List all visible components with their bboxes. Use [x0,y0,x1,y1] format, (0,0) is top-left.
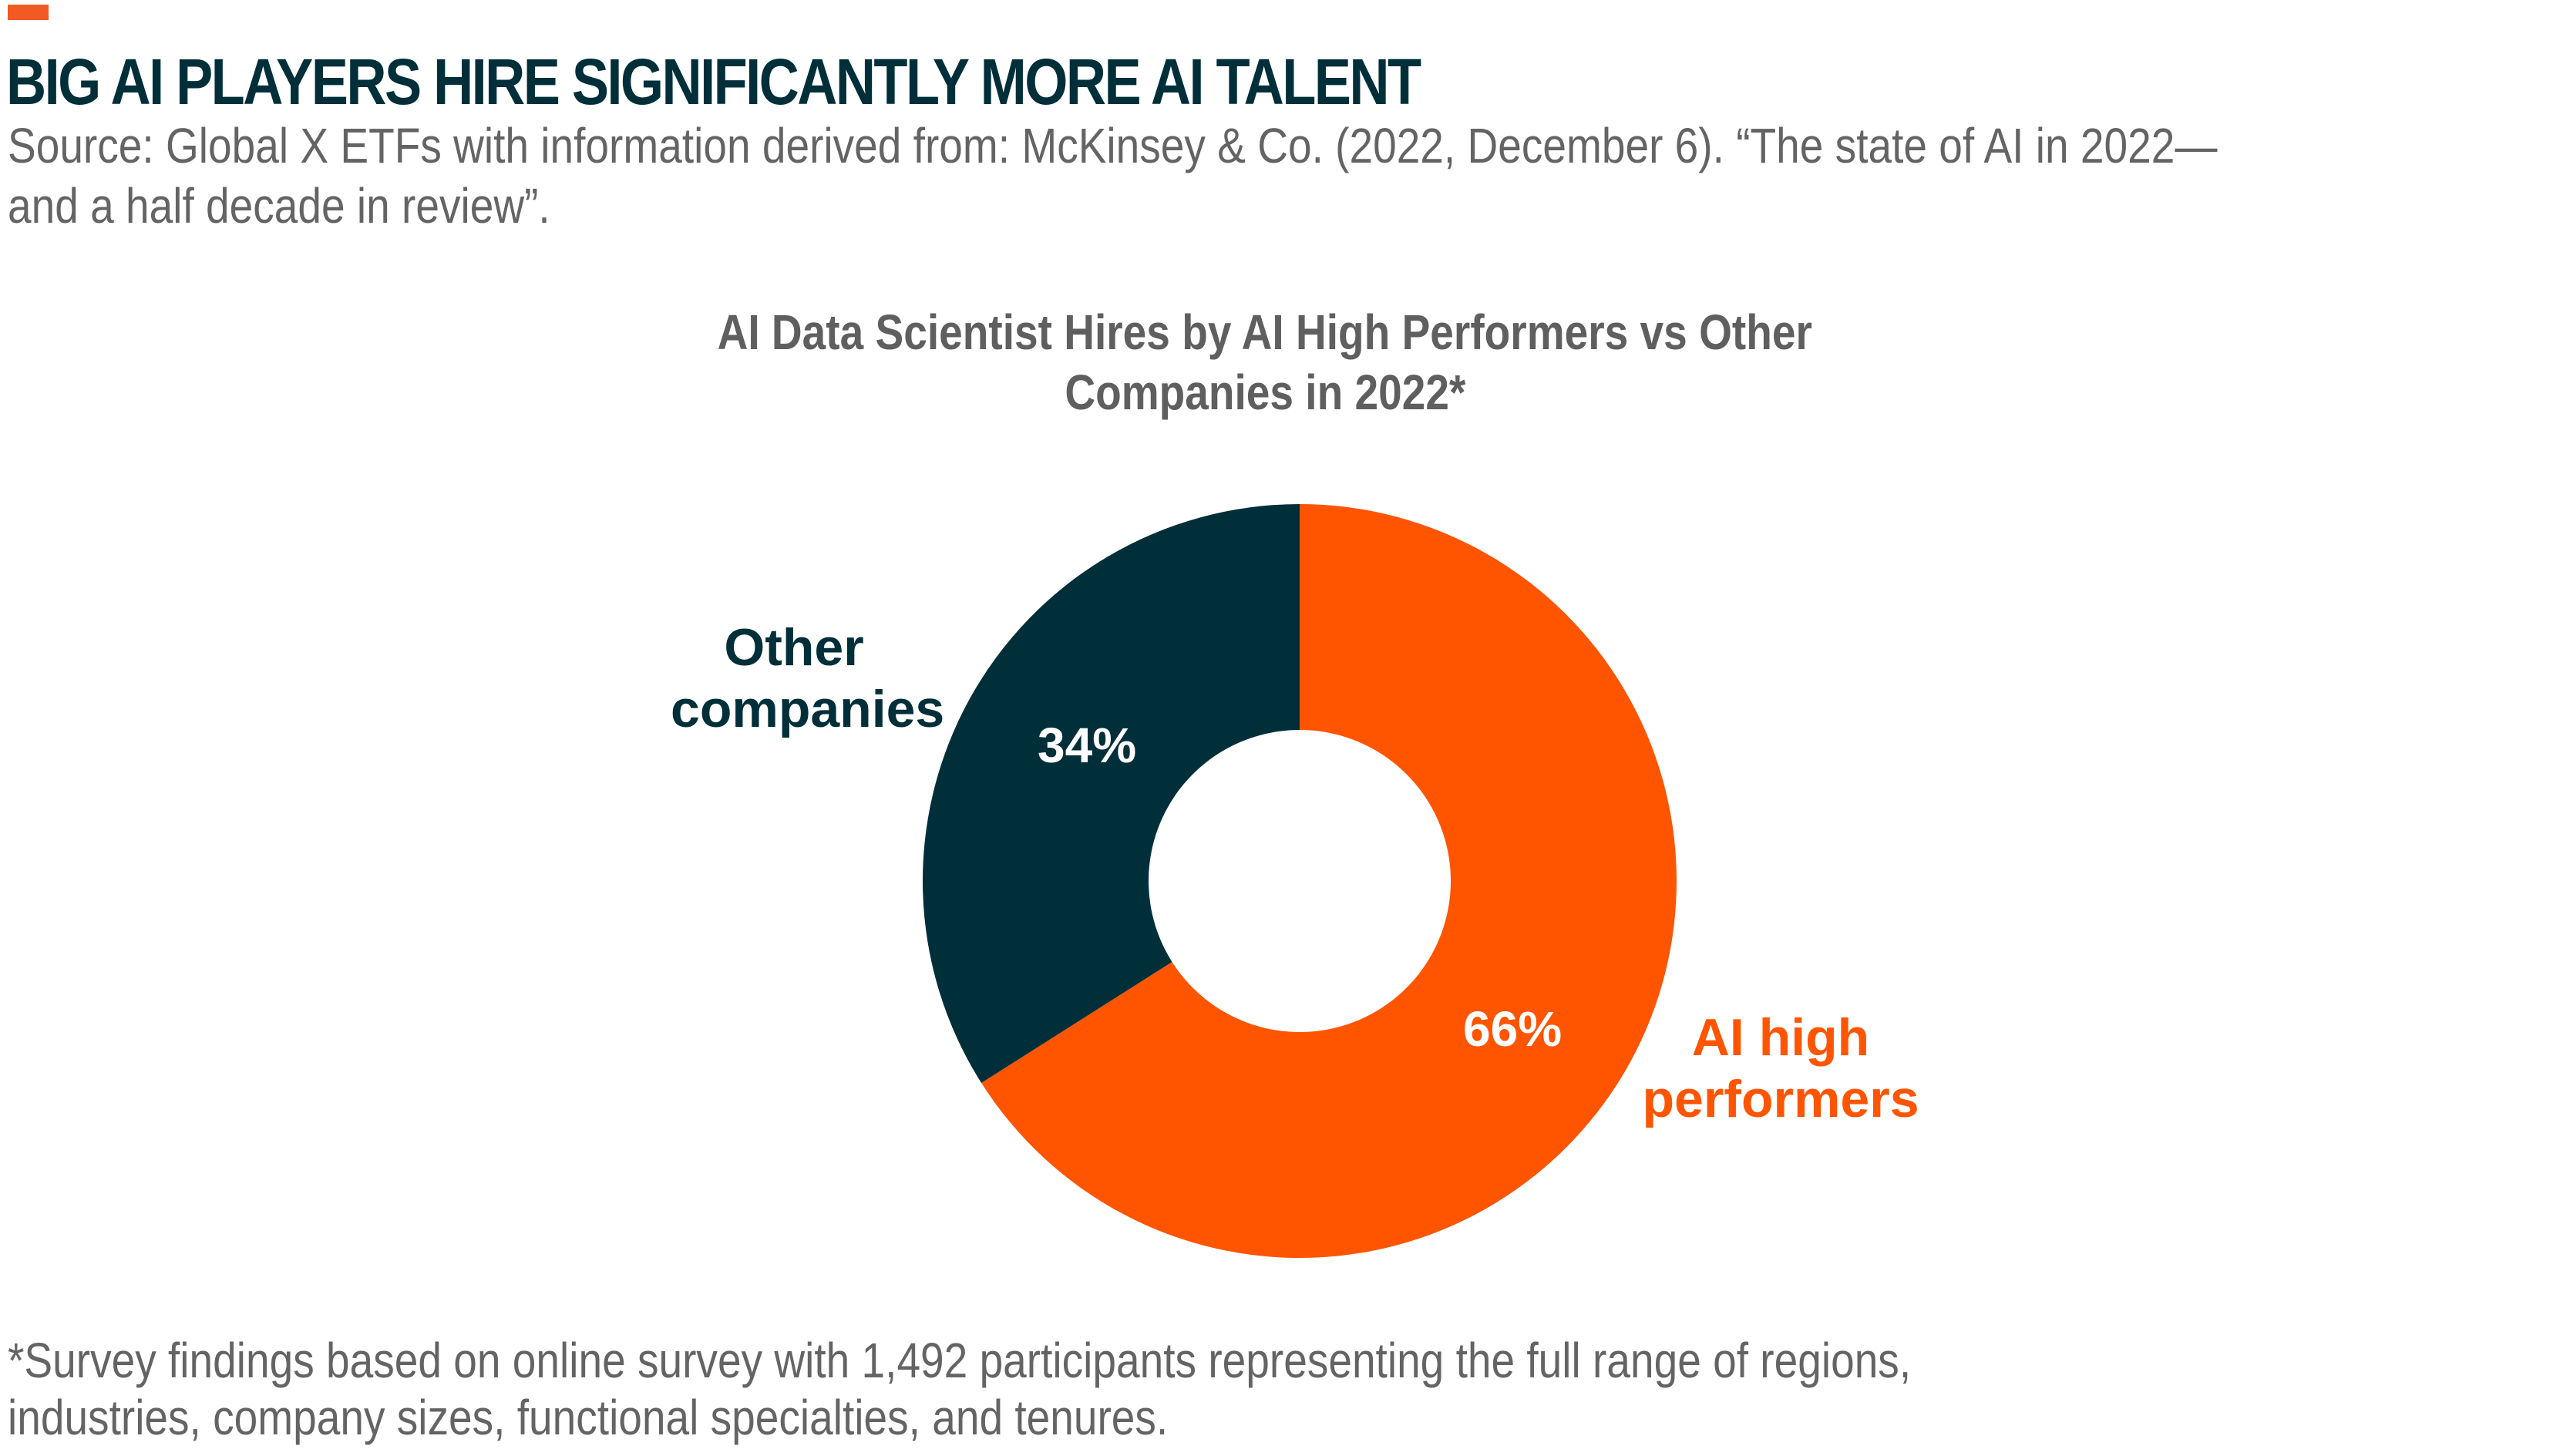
chart-title-line-1: AI Data Scientist Hires by AI High Perfo… [717,304,1813,360]
page-title: BIG AI PLAYERS HIRE SIGNIFICANTLY MORE A… [6,45,1421,118]
label-ai-line-2: performers [1642,1070,1919,1128]
source-line-2: and a half decade in review”. [8,178,550,234]
label-other-companies: Other companies [671,617,945,740]
chart-title: AI Data Scientist Hires by AI High Perfo… [0,302,2530,422]
pct-ai-high-performers: 66% [1463,1001,1563,1057]
footnote-line-2: industries, company sizes, functional sp… [8,1390,1169,1445]
slice-other-companies [923,504,1300,1084]
chart-title-line-2: Companies in 2022* [1064,365,1466,420]
accent-bar [8,5,49,20]
footnote-line-1: *Survey findings based on online survey … [8,1333,1912,1388]
label-other-line-2: companies [671,680,945,738]
label-ai-high-performers: AI high performers [1642,1007,1919,1130]
source-text: Source: Global X ETFs with information d… [8,116,2217,236]
label-ai-line-1: AI high [1691,1008,1870,1067]
source-line-1: Source: Global X ETFs with information d… [8,118,2218,173]
label-other-line-1: Other [724,618,864,677]
footnote: *Survey findings based on online survey … [8,1332,1911,1446]
slice-ai-high-performers [981,504,1677,1258]
pct-other-companies: 34% [1038,718,1137,773]
